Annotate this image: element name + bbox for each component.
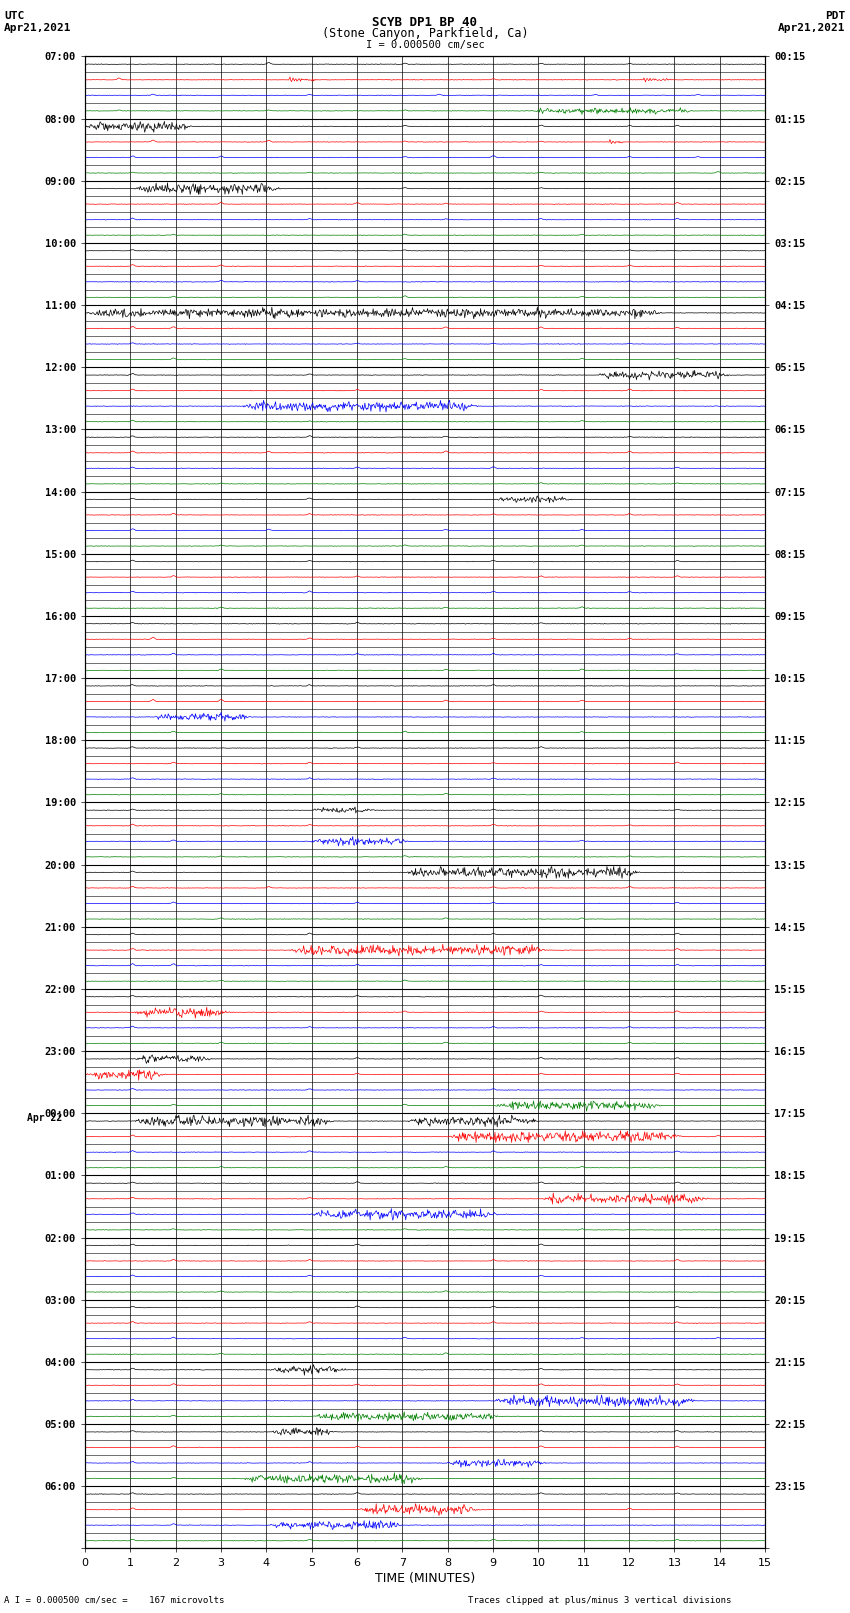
Text: A I = 0.000500 cm/sec =    167 microvolts: A I = 0.000500 cm/sec = 167 microvolts [4,1595,224,1605]
Text: I = 0.000500 cm/sec: I = 0.000500 cm/sec [366,40,484,50]
Text: Traces clipped at plus/minus 3 vertical divisions: Traces clipped at plus/minus 3 vertical … [468,1595,731,1605]
Text: Apr21,2021: Apr21,2021 [4,23,71,32]
X-axis label: TIME (MINUTES): TIME (MINUTES) [375,1571,475,1584]
Text: (Stone Canyon, Parkfield, Ca): (Stone Canyon, Parkfield, Ca) [321,27,529,40]
Text: SCYB DP1 BP 40: SCYB DP1 BP 40 [372,16,478,29]
Text: PDT: PDT [825,11,846,21]
Text: Apr21,2021: Apr21,2021 [779,23,846,32]
Text: Apr 22: Apr 22 [27,1113,62,1123]
Text: UTC: UTC [4,11,25,21]
